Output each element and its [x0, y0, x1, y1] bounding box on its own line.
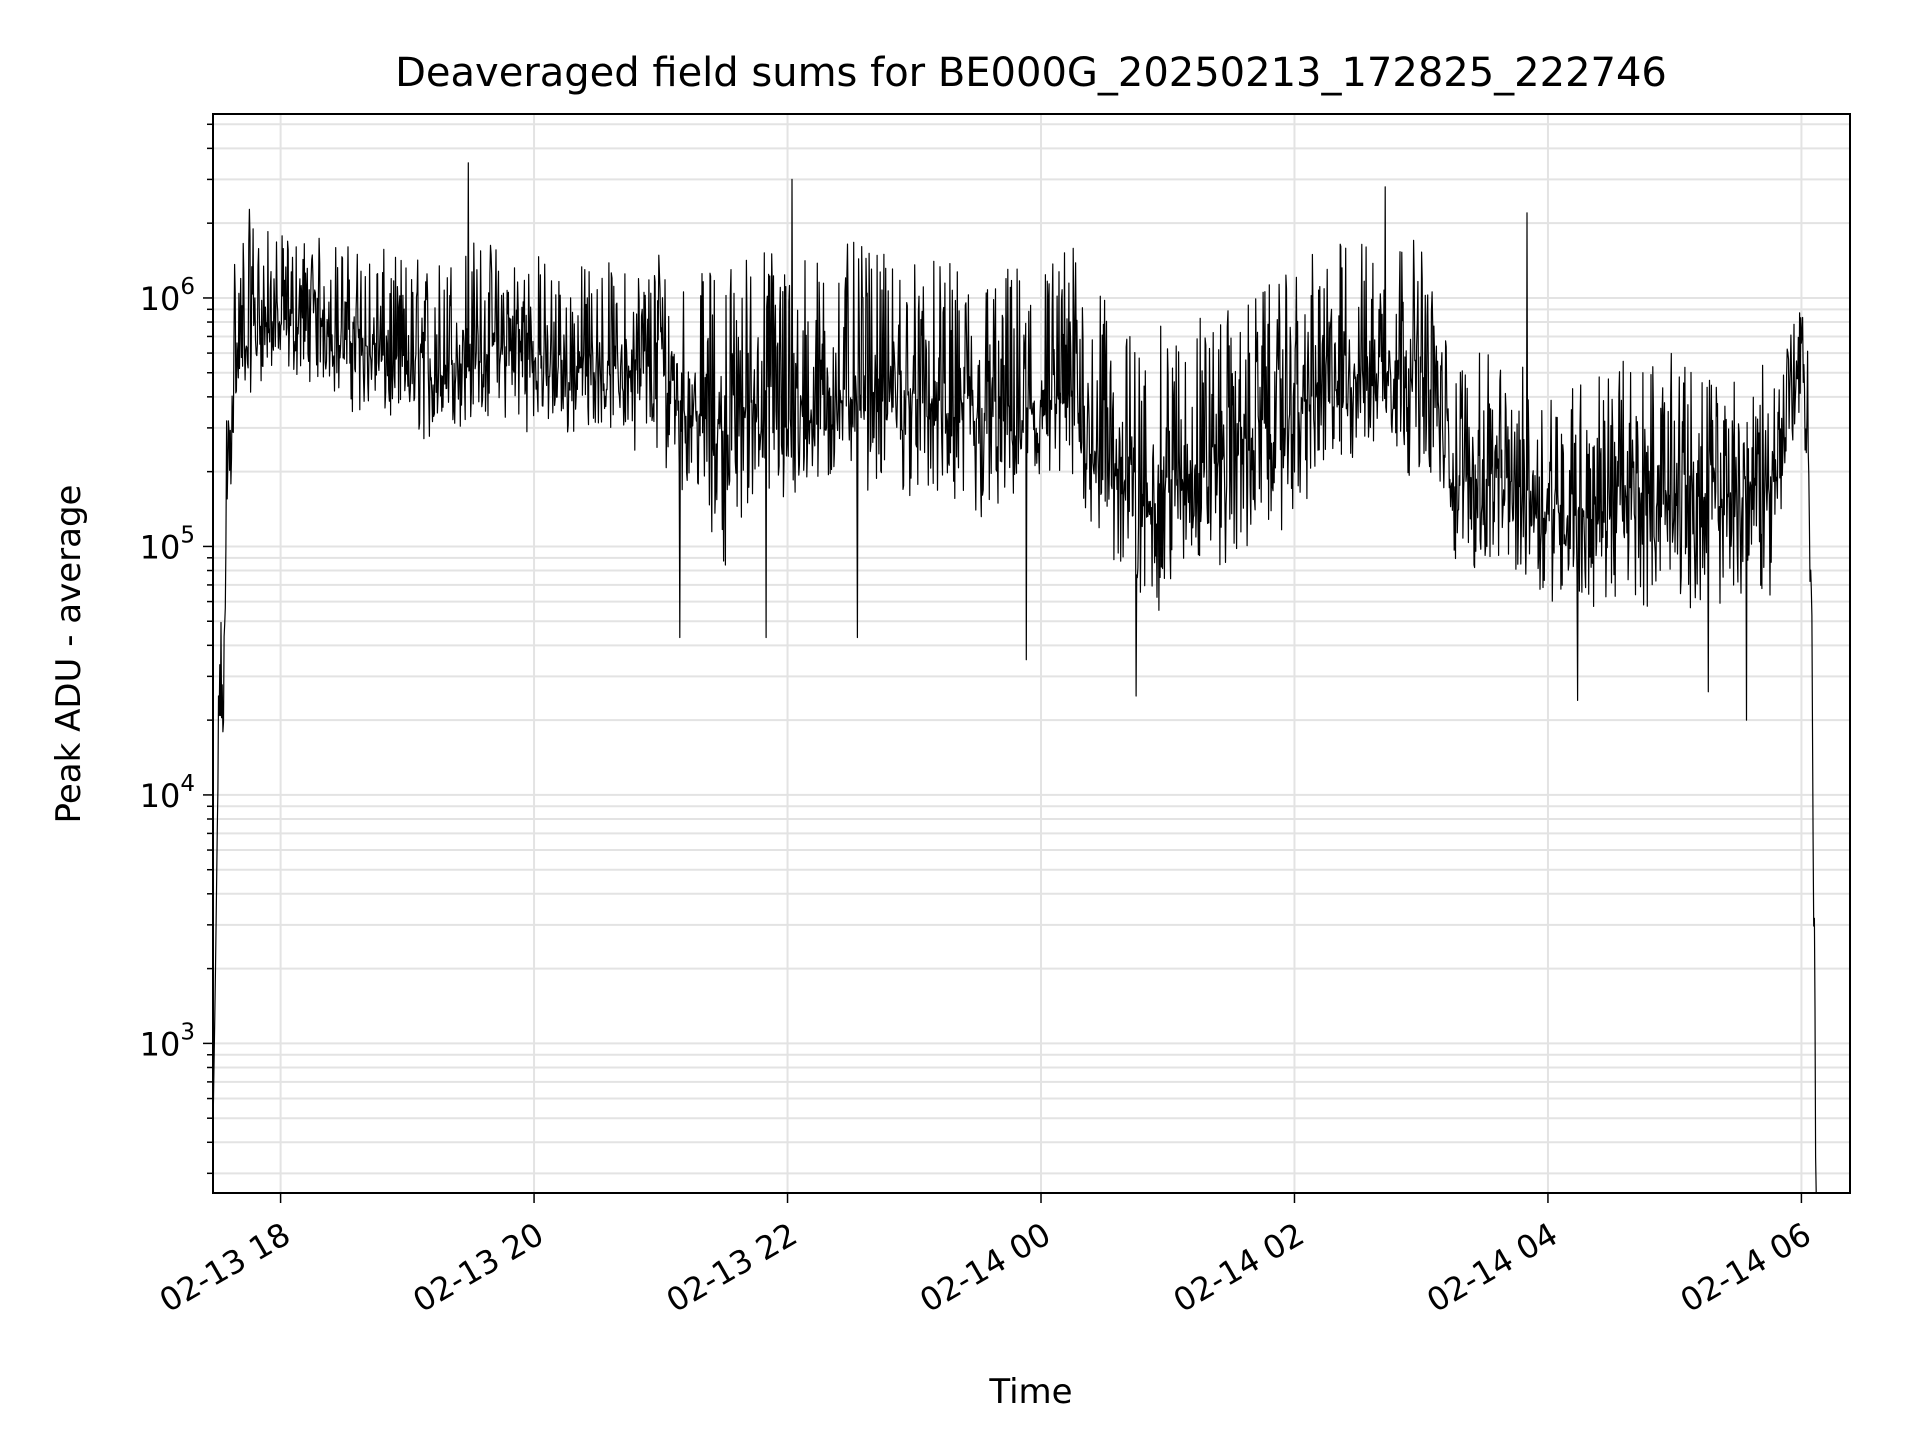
series-line [213, 162, 1817, 1193]
x-tick-label: 02-14 06 [1674, 1215, 1818, 1320]
x-tick-label: 02-14 02 [1167, 1215, 1311, 1320]
y-tick-label: 103 [140, 1019, 195, 1063]
plot-frame [212, 113, 1851, 1194]
y-axis-label: Peak ADU - average [49, 485, 89, 824]
chart-title: Deaveraged field sums for BE000G_2025021… [395, 50, 1667, 96]
x-tick-label: 02-14 04 [1420, 1215, 1564, 1320]
x-axis-label: Time [988, 1372, 1072, 1412]
x-tick-label: 02-13 18 [153, 1215, 297, 1320]
y-tick-label: 106 [140, 274, 195, 318]
x-tick-label: 02-13 20 [406, 1215, 550, 1320]
x-tick-label: 02-14 00 [913, 1215, 1057, 1320]
y-tick-label: 105 [140, 522, 195, 566]
series-layer [213, 162, 1817, 1193]
y-tick-label: 104 [140, 771, 195, 815]
grid-lines [213, 114, 1850, 1193]
x-tick-label: 02-13 22 [660, 1215, 804, 1320]
